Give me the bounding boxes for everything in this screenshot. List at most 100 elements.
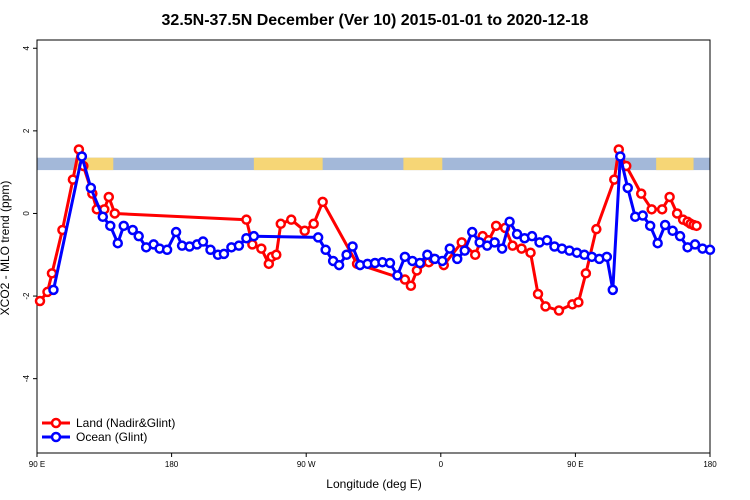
data-point [405, 280, 417, 291]
data-point [609, 174, 620, 185]
y-tick-label: 0 [22, 211, 31, 216]
series-layer [34, 144, 716, 316]
y-axis: -4 -2 0 2 4 [22, 45, 37, 382]
data-point [414, 257, 426, 269]
data-point [437, 255, 448, 267]
data-point [691, 220, 702, 232]
data-point [615, 151, 626, 162]
legend-label: Land (Nadir&Glint) [76, 416, 175, 430]
data-point [496, 243, 508, 254]
data-point [601, 251, 613, 263]
data-point [399, 251, 411, 263]
data-point [664, 191, 675, 203]
data-point [507, 240, 518, 251]
data-point [127, 224, 138, 236]
data-point [85, 182, 97, 194]
x-axis-label: Longitude (deg E) [326, 477, 421, 491]
data-point [659, 219, 671, 231]
data-point [308, 218, 319, 230]
x-tick-label: 90 E [29, 460, 45, 469]
data-point [646, 204, 657, 215]
data-point [333, 259, 345, 271]
data-point [553, 305, 565, 316]
data-point [384, 257, 396, 269]
data-point [347, 241, 358, 252]
data-point [637, 210, 648, 221]
data-point [422, 249, 433, 261]
data-point [48, 284, 59, 296]
x-tick-label: 90 W [297, 460, 316, 469]
legend-marker [50, 431, 62, 443]
data-point [275, 218, 287, 230]
data-point [241, 214, 252, 225]
data-point [109, 208, 121, 219]
data-point [112, 237, 124, 249]
data-point [205, 244, 216, 256]
data-point [591, 223, 602, 235]
data-point [444, 243, 456, 254]
x-tick-label: 0 [439, 460, 444, 469]
ocean-band [37, 157, 710, 171]
data-point [233, 240, 245, 251]
data-point [46, 268, 58, 279]
data-point [490, 220, 502, 232]
data-point [76, 151, 88, 162]
data-point [456, 237, 467, 248]
data-point [540, 301, 551, 312]
land-band-segment [253, 157, 323, 171]
data-point [541, 235, 553, 246]
data-point [622, 182, 633, 194]
data-point [526, 230, 538, 242]
data-point [525, 247, 536, 258]
legend: Land (Nadir&Glint)Ocean (Glint) [42, 416, 175, 444]
data-point [656, 204, 668, 215]
data-point [392, 270, 403, 281]
data-point [34, 295, 46, 307]
data-point [580, 268, 592, 279]
x-tick-label: 180 [165, 460, 179, 469]
data-point [285, 214, 297, 225]
data-point [105, 220, 116, 232]
x-tick-label: 180 [703, 460, 717, 469]
data-point [667, 225, 678, 237]
data-point [170, 226, 182, 238]
data-point [573, 297, 584, 308]
land-ocean-band [37, 157, 710, 171]
y-tick-label: 4 [22, 45, 31, 50]
x-tick-label: 90 E [567, 460, 583, 469]
data-point [103, 191, 115, 203]
data-point [652, 237, 663, 249]
data-point [489, 237, 500, 248]
data-point [299, 225, 310, 237]
data-point [504, 216, 515, 227]
plot-frame [36, 39, 711, 454]
data-point [704, 244, 716, 256]
y-axis-label: XCO2 - MLO trend (ppm) [0, 181, 12, 316]
data-point [469, 249, 481, 261]
data-point [271, 249, 282, 261]
data-point [133, 230, 144, 242]
data-point [674, 230, 686, 242]
data-point [671, 208, 683, 219]
y-tick-label: -2 [22, 292, 31, 300]
data-point [248, 230, 260, 242]
data-point [511, 228, 523, 240]
data-point [644, 220, 656, 232]
data-point [689, 239, 701, 250]
data-point [118, 220, 129, 232]
chart-title: 32.5N-37.5N December (Ver 10) 2015-01-01… [162, 12, 589, 29]
data-point [452, 253, 463, 265]
data-point [341, 249, 352, 261]
data-point [197, 236, 209, 247]
series-ocean [48, 151, 716, 296]
data-point [532, 288, 544, 300]
x-axis: 90 E 180 90 W 0 90 E 180 [29, 453, 717, 469]
data-point [399, 274, 411, 285]
data-point [312, 232, 324, 243]
legend-marker [50, 417, 62, 429]
land-band-segment [403, 157, 443, 171]
y-tick-label: -4 [22, 375, 31, 383]
data-point [466, 226, 478, 238]
data-point [317, 196, 328, 208]
